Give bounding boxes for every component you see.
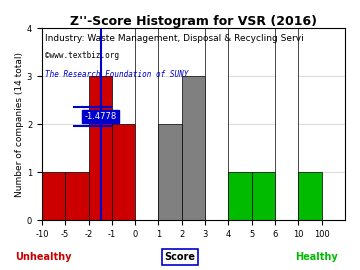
Text: Healthy: Healthy <box>296 252 338 262</box>
Bar <box>89 76 112 220</box>
Text: -1.4778: -1.4778 <box>85 112 117 121</box>
Bar <box>158 124 182 220</box>
Bar <box>298 172 322 220</box>
Bar <box>205 28 228 220</box>
Text: Unhealthy: Unhealthy <box>15 252 71 262</box>
Title: Z''-Score Histogram for VSR (2016): Z''-Score Histogram for VSR (2016) <box>70 15 317 28</box>
Bar <box>112 124 135 220</box>
Bar <box>42 172 65 220</box>
Text: Industry: Waste Management, Disposal & Recycling Servi: Industry: Waste Management, Disposal & R… <box>45 34 303 43</box>
Bar <box>182 76 205 220</box>
Bar <box>275 28 298 220</box>
Text: The Research Foundation of SUNY: The Research Foundation of SUNY <box>45 70 188 79</box>
Bar <box>228 172 252 220</box>
Bar <box>65 172 89 220</box>
Text: Score: Score <box>165 252 195 262</box>
Text: ©www.textbiz.org: ©www.textbiz.org <box>45 51 119 60</box>
Bar <box>135 28 158 220</box>
Y-axis label: Number of companies (14 total): Number of companies (14 total) <box>15 52 24 197</box>
Bar <box>252 172 275 220</box>
